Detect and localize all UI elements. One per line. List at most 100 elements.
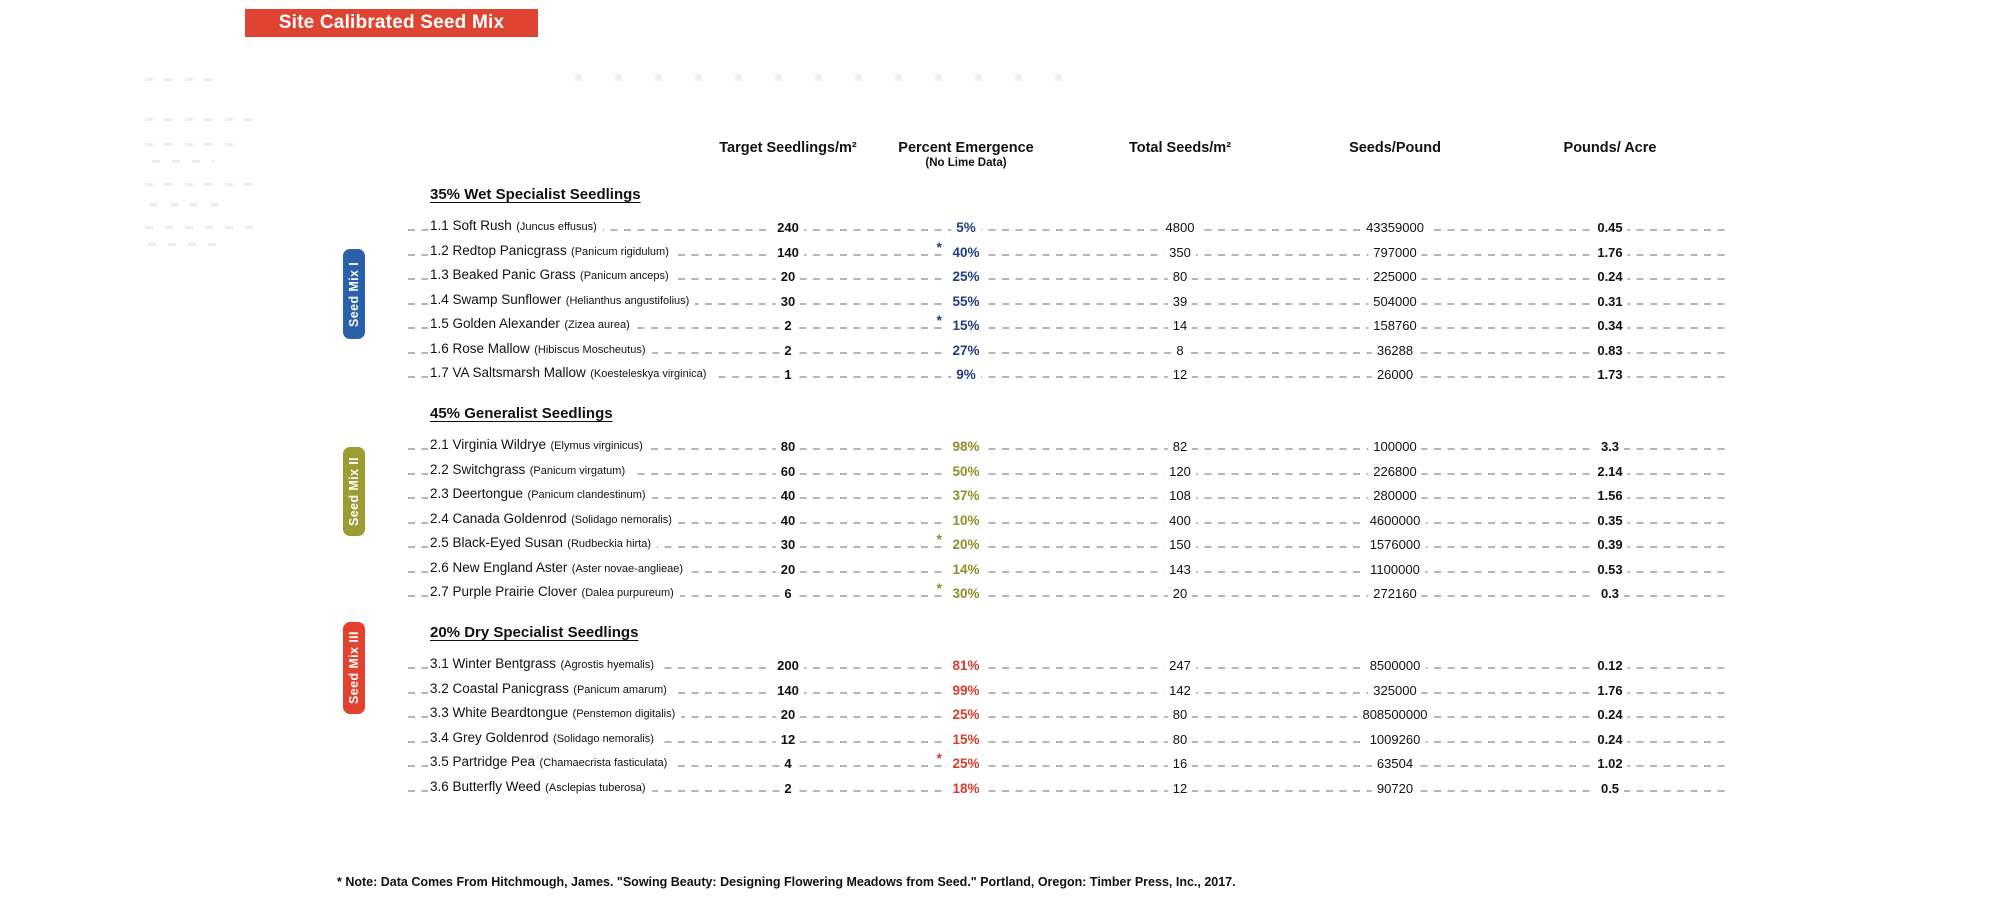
target-seedlings-value: 40 [775,512,801,528]
footnote-star-marker: * [936,750,942,767]
seeds-per-pound-value: 43359000 [1361,220,1429,236]
species-latin-name: (Koesteleskya virginica) [590,368,707,381]
species-common-name: 3.6 Butterfly Weed [430,778,541,794]
species-common-name: 2.6 New England Aster [430,559,568,575]
dashed-leader-line [408,546,1725,549]
dashed-leader-line [408,376,1725,379]
species-common-name: 3.5 Partridge Pea [430,754,536,770]
table-row: 3.6 Butterfly Weed (Asclepias tuberosa) … [400,772,1740,796]
dashed-leader-line [408,765,1725,768]
total-seeds-value: 8 [1171,342,1189,358]
species-latin-name: (Penstemon digitalis) [572,708,676,721]
pounds-per-acre-value: 0.3 [1595,586,1625,602]
species-name: 2.4 Canada Goldenrod (Solidago nemoralis… [428,509,678,528]
table-row: 1.2 Redtop Panicgrass (Panicum rigidulum… [400,236,1740,260]
species-latin-name: (Solidago nemoralis) [571,513,672,526]
species-name: 2.5 Black-Eyed Susan (Rudbeckia hirta) [428,534,658,553]
species-name: 1.4 Swamp Sunflower (Helianthus angustif… [428,290,696,309]
dashed-leader-line [408,351,1725,354]
seeds-per-pound-value: 26000 [1371,367,1419,383]
target-seedlings-value: 140 [772,244,804,260]
seeds-per-pound-value: 225000 [1368,269,1422,285]
pounds-per-acre-value: 1.02 [1592,756,1628,772]
pounds-per-acre-value: 1.56 [1592,488,1628,504]
total-seeds-value: 20 [1167,586,1193,602]
seeds-per-pound-value: 504000 [1368,293,1422,309]
col-header-no-lime-data: (No Lime Data) [925,157,1007,169]
target-seedlings-value: 30 [775,537,801,553]
species-common-name: 1.2 Redtop Panicgrass [430,242,567,258]
pounds-per-acre-value: 1.76 [1592,682,1628,698]
dashed-leader-line [408,521,1725,524]
species-name: 3.3 White Beardtongue (Penstemon digital… [428,704,682,723]
col-header-seeds-per-pound: Seeds/Pound [1349,140,1441,156]
pounds-per-acre-value: 1.73 [1592,367,1628,383]
section-rows: 2.1 Virginia Wildrye (Elymus virginicus)… [400,431,1740,602]
species-name: 1.2 Redtop Panicgrass (Panicum rigidulum… [428,241,675,260]
section-rows: 3.1 Winter Bentgrass (Agrostis hyemalis)… [400,650,1740,797]
col-header-target-seedlings: Target Seedlings/m² [719,140,857,156]
title-banner: Site Calibrated Seed Mix [245,9,538,37]
seeds-per-pound-value: 36288 [1371,342,1419,358]
target-seedlings-value: 60 [775,463,801,479]
table-row: 1.5 Golden Alexander (Zizea aurea) 2 * 15… [400,310,1740,334]
col-header-percent-emergence-label: Percent Emergence [898,140,1034,156]
dashed-leader-line [408,302,1725,305]
species-name: 2.6 New England Aster (Aster novae-angli… [428,558,690,577]
percent-emergence-value: 25% [947,269,985,285]
species-name: 1.3 Beaked Panic Grass (Panicum anceps) [428,266,675,285]
target-seedlings-value: 6 [779,586,797,602]
pounds-per-acre-value: 0.53 [1592,561,1628,577]
species-common-name: 1.4 Swamp Sunflower [430,291,562,307]
pounds-per-acre-value: 0.24 [1592,731,1628,747]
dashed-leader-line [408,595,1725,598]
table-row: 2.4 Canada Goldenrod (Solidago nemoralis… [400,504,1740,528]
table-row: 2.1 Virginia Wildrye (Elymus virginicus)… [400,431,1740,455]
footnote-star-marker: * [936,580,942,597]
dashed-leader-line [408,327,1725,330]
total-seeds-value: 247 [1164,658,1196,674]
total-seeds-value: 108 [1164,488,1196,504]
table-row: 1.3 Beaked Panic Grass (Panicum anceps) … [400,261,1740,285]
species-common-name: 1.3 Beaked Panic Grass [430,267,576,283]
dashed-leader-line [408,497,1725,500]
percent-emergence-value: 37% [947,488,985,504]
species-name: 3.4 Grey Goldenrod (Solidago nemoralis) [428,728,660,747]
seed-mix-section: Seed Mix III 20% Dry Specialist Seedling… [343,622,1740,797]
seeds-per-pound-value: 1100000 [1365,561,1425,577]
seeds-per-pound-value: 158760 [1368,318,1422,334]
percent-emergence-value: 18% [947,780,985,796]
pounds-per-acre-value: 0.83 [1592,342,1628,358]
percent-emergence-value: 14% [947,561,985,577]
percent-emergence-value: * 20% [936,531,985,553]
dashed-leader-line [408,691,1725,694]
dashed-leader-line [408,253,1725,256]
seed-mix-table: Target Seedlings/m² Percent Emergence (N… [343,140,1740,840]
dashed-leader-line [408,789,1725,792]
species-name: 1.1 Soft Rush (Juncus effusus) [428,217,603,236]
target-seedlings-value: 20 [775,269,801,285]
species-latin-name: (Dalea purpureum) [581,587,674,600]
species-name: 3.5 Partridge Pea (Chamaecrista fasticul… [428,753,674,772]
seeds-per-pound-value: 8500000 [1364,658,1426,674]
species-latin-name: (Hibiscus Moscheutus) [534,343,646,356]
species-name: 2.3 Deertongue (Panicum clandestinum) [428,485,652,504]
species-latin-name: (Panicum anceps) [580,270,669,283]
total-seeds-value: 80 [1167,707,1193,723]
species-latin-name: (Elymus virginicus) [550,440,643,453]
total-seeds-value: 39 [1167,293,1193,309]
percent-emergence-value: 9% [951,367,981,383]
pounds-per-acre-value: 0.35 [1592,512,1628,528]
target-seedlings-value: 80 [775,439,801,455]
table-row: 2.3 Deertongue (Panicum clandestinum) 40… [400,480,1740,504]
seeds-per-pound-value: 100000 [1368,439,1422,455]
table-row: 1.6 Rose Mallow (Hibiscus Moscheutus) 2 … [400,334,1740,358]
species-common-name: 1.5 Golden Alexander [430,316,560,332]
species-latin-name: (Panicum clandestinum) [527,489,646,502]
species-latin-name: (Panicum amarum) [573,683,667,696]
dashed-leader-line [408,278,1725,281]
species-name: 1.7 VA Saltsmarsh Mallow (Koesteleskya v… [428,364,713,383]
species-common-name: 2.4 Canada Goldenrod [430,510,567,526]
dashed-leader-line [408,570,1725,573]
seeds-per-pound-value: 226800 [1368,463,1422,479]
